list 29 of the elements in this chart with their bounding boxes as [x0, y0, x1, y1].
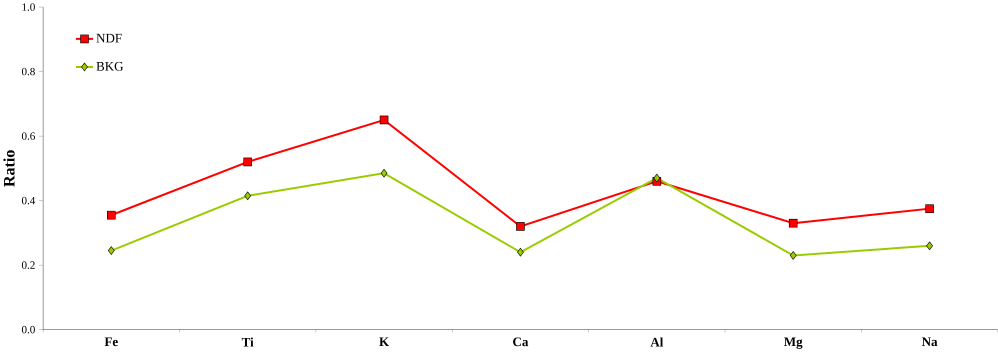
y-tick-label: 0.4	[22, 196, 36, 204]
x-tick-label: K	[379, 337, 390, 346]
point	[106, 210, 116, 220]
point	[516, 222, 525, 231]
legend-label: NDF	[96, 34, 122, 42]
x-tick-label: Mg	[784, 337, 802, 349]
point	[380, 168, 388, 178]
point	[925, 204, 934, 213]
y-tick-label: 0.2	[22, 261, 35, 269]
x-tick-label: Al	[650, 337, 664, 346]
point	[788, 218, 798, 228]
point	[926, 241, 933, 250]
point	[517, 248, 524, 256]
legend-label: BKG	[96, 62, 124, 71]
point	[108, 246, 115, 255]
x-tick-label: Ca	[513, 337, 528, 346]
x-tick-label: Fe	[104, 337, 118, 346]
point	[790, 251, 797, 260]
y-tick-label: 0.8	[22, 68, 35, 76]
x-tick-label: Na	[922, 337, 938, 346]
x-tick-label: Ti	[242, 337, 254, 346]
point	[243, 158, 252, 166]
y-tick-label: 1.0	[22, 3, 35, 11]
point	[244, 191, 251, 200]
point	[380, 116, 388, 124]
y-tick-label: 0.0	[22, 326, 35, 334]
y-tick-label: 0.6	[22, 132, 35, 140]
point	[654, 174, 660, 182]
y-axis-title: Ratio	[3, 150, 15, 187]
